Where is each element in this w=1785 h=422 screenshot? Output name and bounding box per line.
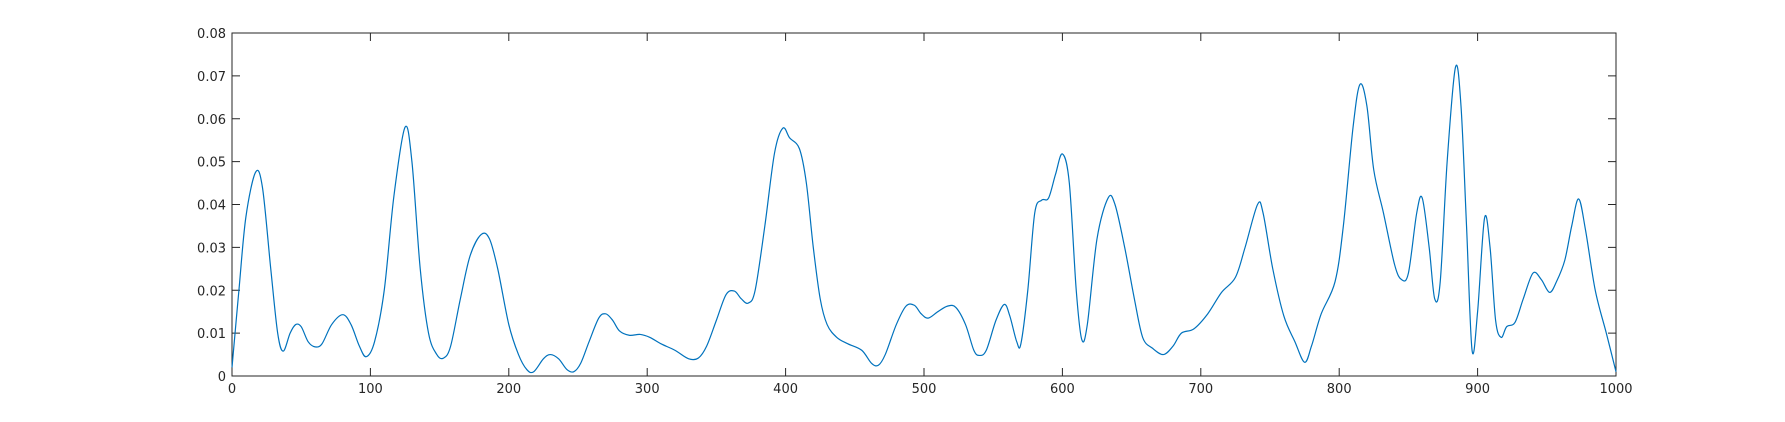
x-tick-label: 800 <box>1327 382 1352 397</box>
x-tick-label: 900 <box>1465 382 1490 397</box>
y-tick-label: 0.06 <box>197 113 226 128</box>
x-tick-label: 500 <box>912 382 937 397</box>
y-tick-label: 0 <box>218 370 226 385</box>
y-tick-label: 0.02 <box>197 284 226 299</box>
y-tick-label: 0.04 <box>197 199 226 214</box>
plot-frame <box>231 32 1617 377</box>
y-tick-label: 0.07 <box>197 70 226 85</box>
x-tick-label: 100 <box>358 382 383 397</box>
y-tick-label: 0.05 <box>197 156 226 171</box>
line-series <box>231 64 1617 374</box>
x-tick-label: 0 <box>228 382 236 397</box>
x-tick-label: 1000 <box>1599 382 1632 397</box>
y-tick-label: 0.08 <box>197 27 226 42</box>
x-tick-label: 400 <box>773 382 798 397</box>
x-tick-label: 200 <box>496 382 521 397</box>
x-tick-label: 700 <box>1188 382 1213 397</box>
x-tick-label: 300 <box>635 382 660 397</box>
y-tick-label: 0.01 <box>197 327 226 342</box>
y-tick-label: 0.03 <box>197 241 226 256</box>
x-tick-label: 600 <box>1050 382 1075 397</box>
